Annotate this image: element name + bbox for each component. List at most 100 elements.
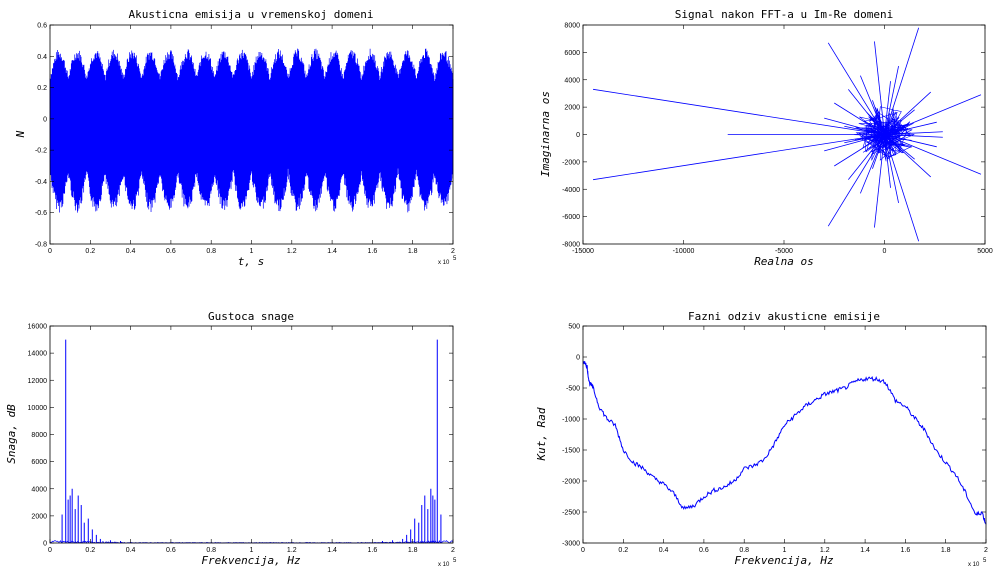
y-tick-label: 0.2	[37, 85, 47, 92]
x-tick-label: 2	[451, 248, 455, 255]
panel-3-x-multiplier-exp: 5	[453, 558, 457, 564]
fft-spoke	[592, 88, 885, 135]
panel-2-y-ticks: -8000 -6000 -4000 -2000 0 2000 4000 6000 8000	[562, 23, 985, 249]
fft-origin-cluster	[854, 106, 915, 162]
y-tick-label: -2500	[562, 510, 580, 517]
panel-4-title: Fazni odziv akusticne emisije	[688, 310, 880, 323]
y-tick-label: -4000	[562, 187, 580, 194]
y-tick-label: -0.4	[35, 179, 47, 186]
panel-1-y-ticks: -0.8 -0.6 -0.4 -0.2 0 0.2 0.4 0.6	[35, 23, 453, 249]
x-tick-label: 0.6	[699, 547, 709, 554]
y-tick-label: -8000	[562, 242, 580, 249]
y-tick-label: -6000	[562, 214, 580, 221]
panel-1-ylabel: N	[14, 130, 27, 138]
fft-spoke	[874, 41, 885, 135]
x-tick-label: 1.6	[368, 547, 378, 554]
panel-3-plot-frame	[49, 325, 454, 544]
x-tick-label: 0.2	[85, 547, 95, 554]
panel-1-series-area	[49, 48, 454, 213]
x-tick-label: 0	[581, 547, 585, 554]
y-tick-label: 12000	[28, 378, 48, 385]
panel-complex-plane: Signal nakon FFT-a u Im-Re domeni -15000…	[539, 8, 993, 268]
x-tick-label: 0	[48, 547, 52, 554]
fft-spoke	[884, 27, 920, 135]
x-tick-label: 0.2	[618, 547, 628, 554]
y-tick-label: -2000	[562, 159, 580, 166]
x-tick-label: 0.6	[166, 547, 176, 554]
phase-curve	[582, 360, 987, 525]
y-tick-label: 14000	[28, 351, 48, 358]
panel-3-x-multiplier: x 10 5	[438, 558, 457, 568]
x-tick-label: 0.8	[206, 547, 216, 554]
x-tick-label: 1.8	[941, 547, 951, 554]
y-tick-label: 16000	[28, 324, 48, 331]
panel-4-plot-frame	[582, 325, 987, 544]
panel-3-series-area	[49, 339, 454, 544]
panel-3-x-ticks: 0 0.2 0.4 0.6 0.8 1 1.2 1.4 1.6 1.8 2	[48, 326, 455, 554]
panel-2-xlabel: Realna os	[754, 255, 814, 268]
panel-phase-response: Fazni odziv akusticne emisije 0 0.2 0.4 0.6…	[535, 310, 988, 568]
x-tick-label: 0.6	[166, 248, 176, 255]
y-tick-label: 6000	[31, 459, 47, 466]
x-tick-label: 0.4	[126, 547, 136, 554]
x-tick-label: 1	[783, 547, 787, 554]
y-tick-label: 0	[43, 116, 47, 123]
panel-3-ylabel: Snaga, dB	[5, 404, 18, 464]
y-tick-label: 6000	[564, 50, 580, 57]
x-tick-label: 2	[451, 547, 455, 554]
x-tick-label: 1.4	[860, 547, 870, 554]
x-tick-label: 1.2	[287, 248, 297, 255]
panel-1-xlabel: t, s	[238, 255, 265, 268]
x-tick-label: 0.8	[739, 547, 749, 554]
x-tick-label: 1	[250, 547, 254, 554]
x-tick-label: 1.8	[408, 248, 418, 255]
panel-1-x-multiplier: x 10 5	[438, 256, 457, 266]
panel-2-ylabel: Imaginarna os	[539, 91, 552, 177]
panel-4-x-multiplier: x 10 5	[968, 558, 987, 568]
y-tick-label: 0	[576, 132, 580, 139]
y-tick-label: 0	[43, 541, 47, 548]
x-tick-label: -15000	[572, 248, 594, 255]
y-tick-label: -1500	[562, 448, 580, 455]
x-tick-label: 1.2	[287, 547, 297, 554]
x-tick-label: 0	[48, 248, 52, 255]
fft-spoke	[848, 134, 885, 180]
y-tick-label: 0.4	[37, 54, 47, 61]
panel-2-series-area	[592, 27, 982, 242]
x-tick-label: 1.2	[820, 547, 830, 554]
y-tick-label: -2000	[562, 479, 580, 486]
y-tick-label: 2000	[31, 513, 47, 520]
x-tick-label: 1.6	[901, 547, 911, 554]
y-tick-label: 0.6	[37, 23, 47, 30]
y-tick-label: 10000	[28, 405, 48, 412]
panel-2-x-ticks: -15000 -10000 -5000 0 5000	[572, 25, 993, 255]
y-tick-label: 8000	[31, 432, 47, 439]
y-tick-label: 4000	[564, 77, 580, 84]
fft-spoke	[592, 134, 885, 181]
y-tick-label: -3000	[562, 541, 580, 548]
panel-4-y-ticks: -3000 -2500 -2000 -1500 -1000 -500 0 500	[562, 324, 986, 548]
x-tick-label: 5000	[977, 248, 993, 255]
x-tick-label: 0	[883, 248, 887, 255]
panel-3-xlabel: Frekvencija, Hz	[201, 554, 301, 567]
x-tick-label: 1	[250, 248, 254, 255]
x-tick-label: 1.4	[327, 248, 337, 255]
x-tick-label: 1.4	[327, 547, 337, 554]
y-tick-label: 500	[568, 324, 580, 331]
panel-3-y-ticks: 0 2000 4000 6000 8000 10000 12000 14000 16000	[28, 324, 453, 548]
y-tick-label: -500	[566, 386, 580, 393]
fft-spoke	[884, 134, 920, 242]
panel-4-series-area	[582, 360, 987, 525]
panel-2-title: Signal nakon FFT-a u Im-Re domeni	[675, 8, 894, 21]
time-signal-line	[49, 48, 454, 213]
y-tick-label: 8000	[564, 23, 580, 30]
y-tick-label: -0.6	[35, 210, 47, 217]
x-tick-label: 1.8	[408, 547, 418, 554]
panel-4-ylabel: Kut, Rad	[535, 407, 548, 461]
panel-1-x-multiplier-exp: 5	[453, 256, 457, 262]
panel-3-x-multiplier-base: x 10	[438, 562, 450, 568]
y-tick-label: 4000	[31, 486, 47, 493]
y-tick-label: 2000	[564, 105, 580, 112]
panel-4-xlabel: Frekvencija, Hz	[734, 554, 834, 567]
y-tick-label: 0	[576, 355, 580, 362]
